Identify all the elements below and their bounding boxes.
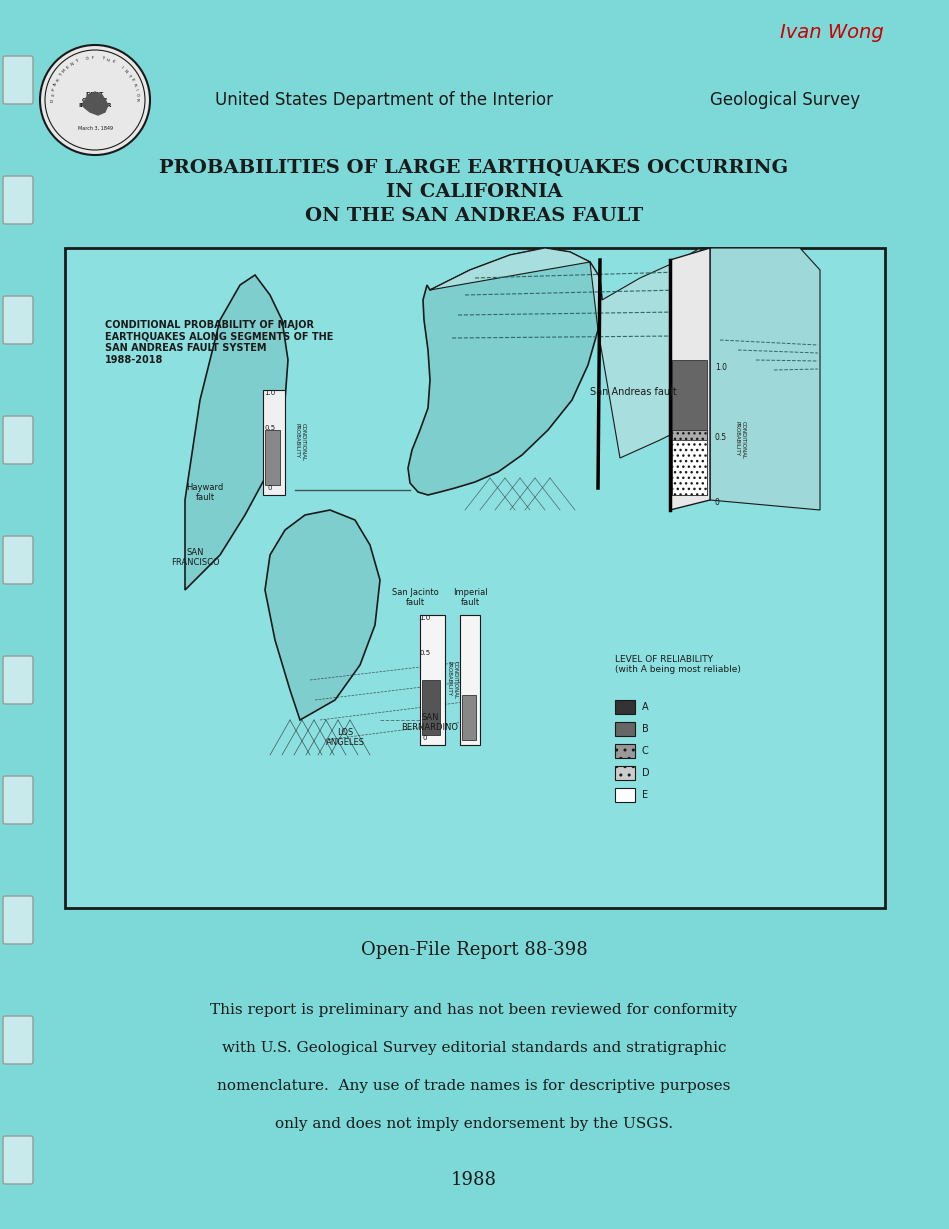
Text: nomenclature.  Any use of trade names is for descriptive purposes: nomenclature. Any use of trade names is … [217, 1079, 731, 1093]
Text: C: C [642, 746, 649, 756]
Text: P: P [52, 87, 57, 91]
Text: E: E [111, 59, 115, 64]
Text: T: T [126, 73, 131, 77]
Polygon shape [430, 248, 700, 458]
Text: B: B [642, 724, 649, 734]
Text: F: F [91, 57, 94, 60]
Text: Geological Survey: Geological Survey [710, 91, 860, 109]
Text: 0: 0 [422, 735, 427, 741]
Text: T: T [102, 57, 104, 61]
Polygon shape [265, 510, 380, 720]
FancyBboxPatch shape [3, 656, 33, 704]
Polygon shape [82, 92, 108, 116]
Text: Imperial
fault: Imperial fault [453, 587, 488, 607]
Text: 1988: 1988 [451, 1171, 497, 1188]
Text: E: E [51, 93, 55, 96]
Text: 1.0: 1.0 [419, 614, 431, 621]
Bar [615, 766, 635, 780]
Polygon shape [185, 275, 288, 590]
Text: O: O [135, 93, 139, 97]
Text: I: I [120, 65, 123, 70]
Text: 0: 0 [268, 485, 272, 492]
Bar [615, 788, 635, 803]
Bar [422, 680, 440, 735]
Text: CONDITIONAL
PROBABILITY: CONDITIONAL PROBABILITY [735, 422, 746, 458]
Text: 0.5: 0.5 [715, 433, 727, 442]
FancyBboxPatch shape [3, 57, 33, 104]
Polygon shape [700, 248, 820, 510]
Text: Ivan Wong: Ivan Wong [780, 23, 884, 42]
Text: R: R [135, 98, 139, 102]
Polygon shape [263, 390, 285, 495]
Text: PROBABILITIES OF LARGE EARTHQUAKES OCCURRING: PROBABILITIES OF LARGE EARTHQUAKES OCCUR… [159, 159, 789, 177]
FancyBboxPatch shape [3, 1136, 33, 1184]
Text: with U.S. Geological Survey editorial standards and stratigraphic: with U.S. Geological Survey editorial st… [222, 1041, 726, 1054]
Bar [615, 701, 635, 714]
Text: M: M [62, 69, 67, 74]
Text: 0.5: 0.5 [265, 425, 275, 431]
Polygon shape [460, 614, 480, 745]
Text: A: A [53, 82, 58, 87]
Text: T: T [75, 60, 79, 64]
Text: only and does not imply endorsement by the USGS.: only and does not imply endorsement by t… [275, 1117, 673, 1131]
FancyBboxPatch shape [3, 775, 33, 823]
Text: SAN
BERNARDINO: SAN BERNARDINO [401, 713, 458, 732]
Bar [672, 440, 707, 495]
Text: IN CALIFORNIA: IN CALIFORNIA [386, 183, 562, 202]
Text: O: O [85, 57, 89, 61]
FancyBboxPatch shape [3, 896, 33, 944]
Text: D: D [51, 98, 55, 102]
FancyBboxPatch shape [3, 176, 33, 224]
Polygon shape [670, 248, 710, 510]
Text: T: T [59, 73, 64, 77]
Text: This report is preliminary and has not been reviewed for conformity: This report is preliminary and has not b… [211, 1003, 737, 1018]
Text: 0: 0 [715, 498, 720, 508]
Text: N: N [70, 61, 75, 68]
Polygon shape [408, 248, 602, 495]
Circle shape [40, 45, 150, 155]
Text: SAN
FRANCISCO: SAN FRANCISCO [171, 548, 219, 567]
Bar [65, 248, 885, 908]
Bar [615, 721, 635, 736]
Text: DEPT
OF THE
INTERIOR: DEPT OF THE INTERIOR [78, 92, 112, 108]
Text: LEVEL OF RELIABILITY
(with A being most reliable): LEVEL OF RELIABILITY (with A being most … [615, 655, 741, 675]
Bar [672, 360, 707, 440]
Text: R: R [56, 77, 61, 82]
Text: Open-File Report 88-398: Open-File Report 88-398 [361, 941, 587, 959]
Bar [265, 430, 280, 485]
Text: E: E [642, 790, 648, 800]
Text: R: R [132, 82, 137, 87]
Text: A: A [642, 702, 648, 712]
FancyBboxPatch shape [3, 1016, 33, 1064]
Text: Hayward
fault: Hayward fault [186, 483, 224, 501]
Text: ON THE SAN ANDREAS FAULT: ON THE SAN ANDREAS FAULT [305, 206, 643, 225]
Text: CONDITIONAL
PROBABILITY: CONDITIONAL PROBABILITY [295, 423, 306, 461]
FancyBboxPatch shape [3, 296, 33, 344]
Text: H: H [106, 58, 110, 63]
FancyBboxPatch shape [3, 536, 33, 584]
Text: 1.0: 1.0 [265, 390, 275, 396]
Text: N: N [123, 69, 128, 74]
Text: E: E [129, 77, 134, 82]
Text: United States Department of the Interior: United States Department of the Interior [215, 91, 553, 109]
Bar [672, 430, 707, 495]
Text: 0.5: 0.5 [419, 650, 431, 656]
Bar [615, 744, 635, 758]
Text: LOS
ANGELES: LOS ANGELES [326, 728, 364, 747]
Text: CONDITIONAL PROBABILITY OF MAJOR
EARTHQUAKES ALONG SEGMENTS OF THE
SAN ANDREAS F: CONDITIONAL PROBABILITY OF MAJOR EARTHQU… [105, 320, 333, 365]
Text: 1.0: 1.0 [715, 363, 727, 372]
Bar [462, 696, 476, 740]
Text: March 3, 1849: March 3, 1849 [78, 125, 113, 130]
Polygon shape [420, 614, 445, 745]
Text: I: I [134, 88, 138, 91]
Text: E: E [65, 65, 70, 70]
Text: San Andreas fault: San Andreas fault [590, 387, 677, 397]
Text: San Jacinto
fault: San Jacinto fault [392, 587, 438, 607]
FancyBboxPatch shape [3, 415, 33, 465]
Text: CONDITIONAL
PROBABILITY: CONDITIONAL PROBABILITY [447, 661, 457, 699]
Text: D: D [642, 768, 650, 778]
